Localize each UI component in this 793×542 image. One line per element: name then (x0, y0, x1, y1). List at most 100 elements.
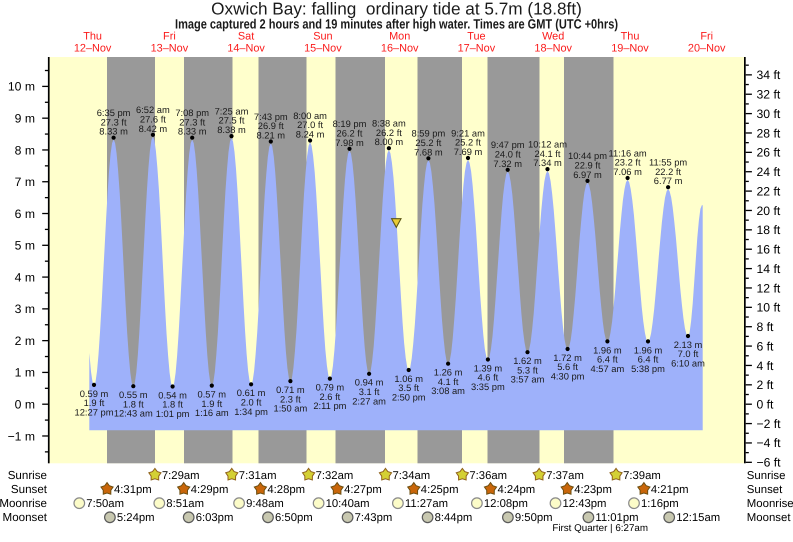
svg-text:9:47 pm: 9:47 pm (491, 140, 525, 150)
svg-text:8:44pm: 8:44pm (435, 512, 473, 524)
svg-text:9 m: 9 m (15, 112, 35, 126)
svg-text:12:15am: 12:15am (676, 512, 720, 524)
svg-text:5:24pm: 5:24pm (117, 512, 155, 524)
svg-text:6:10 am: 6:10 am (671, 359, 705, 369)
svg-text:28 ft: 28 ft (757, 126, 781, 140)
svg-text:1.72 m: 1.72 m (553, 353, 582, 363)
svg-text:1:01 pm: 1:01 pm (156, 409, 190, 419)
svg-text:7:50am: 7:50am (86, 498, 124, 510)
svg-text:7:25 am: 7:25 am (215, 106, 249, 116)
svg-text:27.5 ft: 27.5 ft (219, 116, 245, 126)
svg-text:11:01pm: 11:01pm (595, 512, 638, 524)
svg-text:Thu: Thu (83, 31, 102, 43)
svg-text:7.34 m: 7.34 m (533, 158, 562, 168)
svg-text:8.42 m: 8.42 m (139, 124, 168, 134)
svg-text:6.77 m: 6.77 m (654, 176, 683, 186)
svg-text:−2 ft: −2 ft (757, 417, 782, 431)
svg-text:1.96 m: 1.96 m (593, 345, 622, 355)
svg-text:26 ft: 26 ft (757, 146, 781, 160)
svg-text:27.3 ft: 27.3 ft (179, 117, 205, 127)
svg-text:4:31pm: 4:31pm (114, 484, 152, 496)
svg-text:5.6 ft: 5.6 ft (557, 362, 578, 372)
svg-text:10:40am: 10:40am (326, 498, 370, 510)
svg-text:12:43pm: 12:43pm (563, 498, 607, 510)
svg-text:0.61 m: 0.61 m (237, 388, 266, 398)
svg-text:16 ft: 16 ft (757, 243, 781, 257)
svg-text:Sunset: Sunset (747, 484, 783, 496)
svg-text:1:34 pm: 1:34 pm (234, 407, 268, 417)
svg-text:18–Nov: 18–Nov (534, 43, 572, 55)
svg-text:20–Nov: 20–Nov (688, 43, 726, 55)
svg-text:2.0 ft: 2.0 ft (241, 398, 262, 408)
svg-text:0.94 m: 0.94 m (355, 378, 384, 388)
svg-text:26.9 ft: 26.9 ft (258, 121, 284, 131)
svg-text:6 m: 6 m (15, 207, 35, 221)
svg-text:14 ft: 14 ft (757, 262, 781, 276)
svg-text:12:43 am: 12:43 am (114, 409, 153, 419)
svg-text:27.6 ft: 27.6 ft (140, 115, 166, 125)
svg-text:7.69 m: 7.69 m (454, 147, 483, 157)
svg-text:7.06 m: 7.06 m (613, 167, 642, 177)
svg-text:9:50pm: 9:50pm (515, 512, 553, 524)
svg-text:8.21 m: 8.21 m (257, 131, 286, 141)
svg-text:9:48am: 9:48am (246, 498, 284, 510)
svg-text:12:08pm: 12:08pm (484, 498, 528, 510)
svg-text:26.2 ft: 26.2 ft (376, 128, 402, 138)
svg-text:Fri: Fri (700, 31, 713, 43)
svg-text:1.9 ft: 1.9 ft (201, 399, 222, 409)
svg-text:7:32am: 7:32am (316, 470, 354, 482)
svg-text:15–Nov: 15–Nov (304, 43, 342, 55)
svg-text:Moonrise: Moonrise (0, 497, 47, 510)
svg-text:8.38 m: 8.38 m (217, 125, 246, 135)
svg-text:6:35 pm: 6:35 pm (97, 108, 131, 118)
svg-text:4 ft: 4 ft (757, 359, 775, 373)
svg-text:Oxwich Bay: falling ordinary: Oxwich Bay: falling ordinary tide at 5.7… (211, 0, 582, 18)
svg-text:4:29pm: 4:29pm (191, 484, 229, 496)
svg-text:25.2 ft: 25.2 ft (415, 138, 441, 148)
svg-text:4:57 am: 4:57 am (591, 364, 625, 374)
svg-text:1.26 m: 1.26 m (434, 368, 463, 378)
svg-text:34 ft: 34 ft (757, 68, 781, 82)
svg-text:7 m: 7 m (15, 175, 35, 189)
svg-text:11:16 am: 11:16 am (608, 148, 646, 158)
svg-text:Moonset: Moonset (747, 512, 792, 524)
svg-text:3.1 ft: 3.1 ft (359, 387, 380, 397)
svg-text:4:25pm: 4:25pm (421, 484, 459, 496)
svg-text:1.9 ft: 1.9 ft (84, 398, 105, 408)
svg-text:10:12 am: 10:12 am (528, 139, 567, 149)
svg-text:5 m: 5 m (15, 239, 35, 253)
svg-text:8 ft: 8 ft (757, 320, 775, 334)
svg-text:3 m: 3 m (15, 302, 35, 316)
svg-text:2:50 pm: 2:50 pm (392, 393, 426, 403)
svg-text:23.2 ft: 23.2 ft (615, 158, 641, 168)
svg-text:2 ft: 2 ft (757, 378, 775, 392)
svg-text:3:57 am: 3:57 am (511, 375, 545, 385)
svg-text:1:50 am: 1:50 am (274, 404, 308, 414)
svg-text:22.9 ft: 22.9 ft (575, 161, 601, 171)
svg-text:Moonrise: Moonrise (747, 498, 793, 510)
svg-text:7:08 pm: 7:08 pm (175, 108, 209, 118)
svg-text:17–Nov: 17–Nov (458, 43, 496, 55)
svg-text:0.79 m: 0.79 m (316, 383, 345, 393)
svg-text:24.0 ft: 24.0 ft (495, 149, 521, 159)
svg-text:7.32 m: 7.32 m (493, 159, 522, 169)
svg-text:1.96 m: 1.96 m (634, 345, 663, 355)
svg-text:19–Nov: 19–Nov (611, 43, 649, 55)
svg-text:16–Nov: 16–Nov (381, 43, 419, 55)
svg-text:7:36am: 7:36am (469, 470, 507, 482)
svg-text:1.39 m: 1.39 m (474, 363, 503, 373)
svg-text:0.59 m: 0.59 m (80, 389, 109, 399)
svg-text:14–Nov: 14–Nov (227, 43, 265, 55)
svg-text:18 ft: 18 ft (757, 223, 781, 237)
svg-text:−6 ft: −6 ft (757, 456, 782, 470)
svg-text:7:37am: 7:37am (546, 470, 584, 482)
svg-text:Mon: Mon (389, 31, 410, 43)
svg-text:3:35 pm: 3:35 pm (471, 382, 505, 392)
svg-text:7.98 m: 7.98 m (335, 138, 364, 148)
svg-text:8:59 pm: 8:59 pm (412, 129, 446, 139)
svg-text:6:03pm: 6:03pm (196, 512, 234, 524)
svg-text:4:28pm: 4:28pm (267, 484, 305, 496)
svg-text:3:08 am: 3:08 am (431, 386, 465, 396)
svg-text:4:24pm: 4:24pm (498, 484, 536, 496)
svg-text:24 ft: 24 ft (757, 165, 781, 179)
